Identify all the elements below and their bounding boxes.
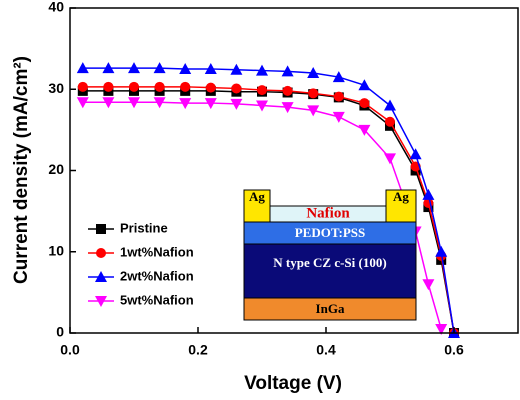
marker — [359, 98, 370, 109]
marker — [153, 97, 166, 109]
legend-label: Pristine — [120, 220, 168, 235]
plot-frame — [69, 7, 519, 334]
marker — [384, 99, 396, 111]
marker — [230, 98, 243, 110]
x-tick-label: 0.2 — [188, 342, 208, 358]
contact-label: Ag — [249, 189, 265, 204]
marker — [230, 63, 243, 75]
marker — [422, 188, 435, 200]
inga-layer — [243, 297, 417, 321]
legend-marker — [95, 296, 107, 307]
marker — [435, 323, 448, 335]
y-tick-label: 20 — [48, 161, 64, 177]
marker — [77, 81, 88, 92]
contact-label: Ag — [393, 189, 409, 204]
legend-label: 1wt%Nafion — [120, 244, 194, 259]
x-axis-title: Voltage (V) — [244, 373, 342, 394]
marker — [281, 65, 294, 77]
marker — [102, 62, 115, 74]
marker — [256, 100, 268, 112]
marker — [103, 81, 114, 92]
legend-label: 2wt%Nafion — [120, 268, 194, 283]
layer-label: InGa — [316, 301, 345, 316]
marker — [128, 62, 140, 74]
legend-marker — [96, 224, 106, 234]
marker — [205, 82, 216, 93]
marker — [422, 279, 435, 291]
marker — [257, 85, 267, 96]
marker — [307, 105, 320, 117]
y-tick-label: 0 — [56, 324, 64, 340]
marker — [179, 98, 192, 110]
marker — [179, 62, 192, 74]
marker — [231, 83, 242, 94]
si-layer — [243, 243, 417, 299]
marker — [308, 88, 319, 99]
marker — [333, 91, 344, 102]
legend-label: 5wt%Nafion — [120, 292, 194, 307]
x-tick-label: 0.6 — [444, 342, 464, 358]
marker — [282, 85, 293, 96]
y-tick-label: 10 — [48, 242, 64, 258]
device-inset: Ag Ag Nafion PEDOT:PSS N type CZ c-Si (1… — [243, 189, 417, 321]
marker — [153, 62, 166, 74]
marker — [129, 81, 139, 92]
marker — [384, 153, 396, 165]
layer-label: PEDOT:PSS — [295, 225, 366, 240]
layer-label: N type CZ c-Si (100) — [273, 255, 386, 270]
marker — [332, 71, 345, 83]
x-tick-label: 0.4 — [316, 342, 336, 358]
marker — [281, 102, 294, 114]
marker — [76, 97, 89, 109]
marker — [435, 245, 448, 257]
ag-contact — [243, 189, 271, 223]
marker — [204, 98, 217, 110]
x-tick-label: 0.0 — [60, 342, 80, 358]
marker — [332, 111, 345, 123]
marker — [102, 97, 115, 109]
marker — [358, 124, 371, 136]
marker — [256, 64, 268, 76]
ag-contact — [385, 189, 417, 223]
legend-marker — [95, 271, 107, 282]
marker — [409, 148, 422, 160]
y-axis-title: Current density (mA/cm²) — [11, 56, 32, 284]
marker — [307, 67, 320, 78]
marker — [76, 62, 89, 74]
marker — [154, 81, 165, 92]
y-tick-label: 30 — [48, 80, 64, 96]
top-layer-label: Nafion — [306, 205, 350, 221]
marker — [204, 62, 217, 74]
marker — [385, 116, 395, 127]
marker — [358, 79, 371, 91]
y-tick-label: 40 — [48, 0, 64, 15]
marker — [180, 81, 191, 92]
legend-marker — [96, 248, 106, 258]
marker — [128, 97, 140, 109]
